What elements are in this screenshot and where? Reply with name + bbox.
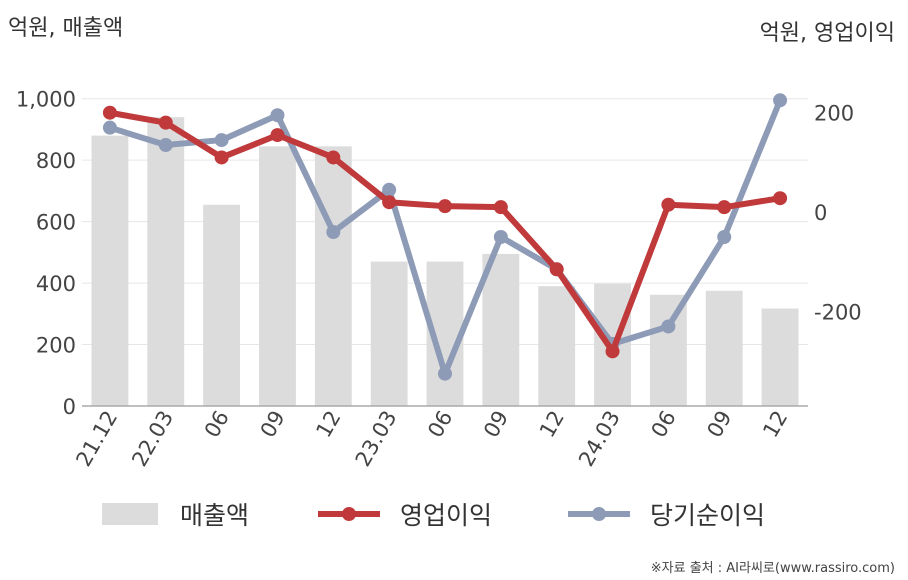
point-operating-profit xyxy=(382,195,397,210)
x-axis-ticks: 21.12 22.03 06 09 12 23.03 06 09 12 24.03 06 09 12 xyxy=(71,407,792,471)
point-operating-profit xyxy=(493,200,508,215)
bar-sales xyxy=(649,294,687,406)
x-tick-label: 22.03 xyxy=(127,407,178,471)
x-tick-label: 06 xyxy=(200,407,234,442)
bar-sales xyxy=(91,135,129,406)
legend-marker-operating-profit xyxy=(342,507,356,521)
x-tick-label: 09 xyxy=(256,407,290,442)
point-operating-profit xyxy=(326,150,341,165)
point-operating-profit xyxy=(102,105,117,120)
legend-label-net-income: 당기순이익 xyxy=(650,501,765,530)
right-axis-unit: 억원, 영업이익 xyxy=(760,21,895,46)
point-operating-profit xyxy=(661,197,676,212)
left-axis-ticks: 0 200 400 600 800 1,000 xyxy=(16,88,76,419)
point-net-income xyxy=(717,230,732,244)
x-tick-label: 23.03 xyxy=(351,407,402,471)
bar-series xyxy=(91,117,799,406)
right-axis-ticks: -200 0 200 xyxy=(814,102,862,325)
x-tick-label: 21.12 xyxy=(71,407,122,471)
line-series xyxy=(102,93,788,381)
point-net-income xyxy=(158,138,173,153)
bar-sales xyxy=(538,286,576,406)
x-tick-label: 12 xyxy=(535,407,569,442)
x-tick-label: 06 xyxy=(647,407,681,442)
point-net-income xyxy=(102,120,117,135)
x-tick-label: 09 xyxy=(479,407,513,442)
point-operating-profit xyxy=(773,191,788,206)
bar-sales xyxy=(370,261,408,406)
point-operating-profit xyxy=(270,128,285,143)
legend: 매출액 영업이익 당기순이익 xyxy=(102,501,765,530)
bar-sales xyxy=(482,253,520,406)
bar-sales xyxy=(147,117,185,406)
point-operating-profit xyxy=(605,344,620,359)
gridlines xyxy=(82,98,808,346)
right-tick-label: -200 xyxy=(814,301,862,325)
point-operating-profit xyxy=(438,199,452,214)
legend-label-operating-profit: 영업이익 xyxy=(400,501,492,530)
source-note: ※자료 출처 : AI라씨로(www.rassiro.com) xyxy=(651,561,895,576)
legend-swatch-sales xyxy=(102,503,158,525)
x-tick-label: 12 xyxy=(758,407,792,442)
point-net-income xyxy=(493,230,508,244)
point-net-income xyxy=(270,108,285,123)
left-tick-label: 0 xyxy=(63,395,76,419)
bar-sales xyxy=(314,146,352,406)
point-operating-profit xyxy=(717,200,732,215)
point-operating-profit xyxy=(214,150,229,165)
point-operating-profit xyxy=(158,115,173,130)
bar-sales xyxy=(259,146,296,406)
right-tick-label: 0 xyxy=(814,201,827,225)
x-tick-label: 24.03 xyxy=(574,407,625,471)
left-tick-label: 1,000 xyxy=(16,88,76,112)
right-tick-label: 200 xyxy=(814,102,854,126)
point-operating-profit xyxy=(549,262,564,277)
left-tick-label: 400 xyxy=(36,272,76,296)
point-net-income xyxy=(326,225,341,240)
left-axis-unit: 억원, 매출액 xyxy=(8,16,123,41)
legend-marker-net-income xyxy=(592,507,606,521)
point-net-income xyxy=(661,319,676,334)
legend-label-sales: 매출액 xyxy=(180,501,249,530)
point-net-income xyxy=(382,182,397,197)
bar-sales xyxy=(203,204,241,406)
x-tick-label: 06 xyxy=(423,407,457,442)
x-tick-label: 12 xyxy=(311,407,345,442)
point-net-income xyxy=(438,366,452,381)
bar-sales xyxy=(705,290,743,406)
x-tick-label: 09 xyxy=(702,407,736,442)
point-net-income xyxy=(773,93,788,108)
bar-sales xyxy=(761,308,799,406)
point-net-income xyxy=(214,133,229,148)
left-tick-label: 600 xyxy=(36,211,76,235)
left-tick-label: 200 xyxy=(36,334,76,358)
left-tick-label: 800 xyxy=(36,149,76,173)
